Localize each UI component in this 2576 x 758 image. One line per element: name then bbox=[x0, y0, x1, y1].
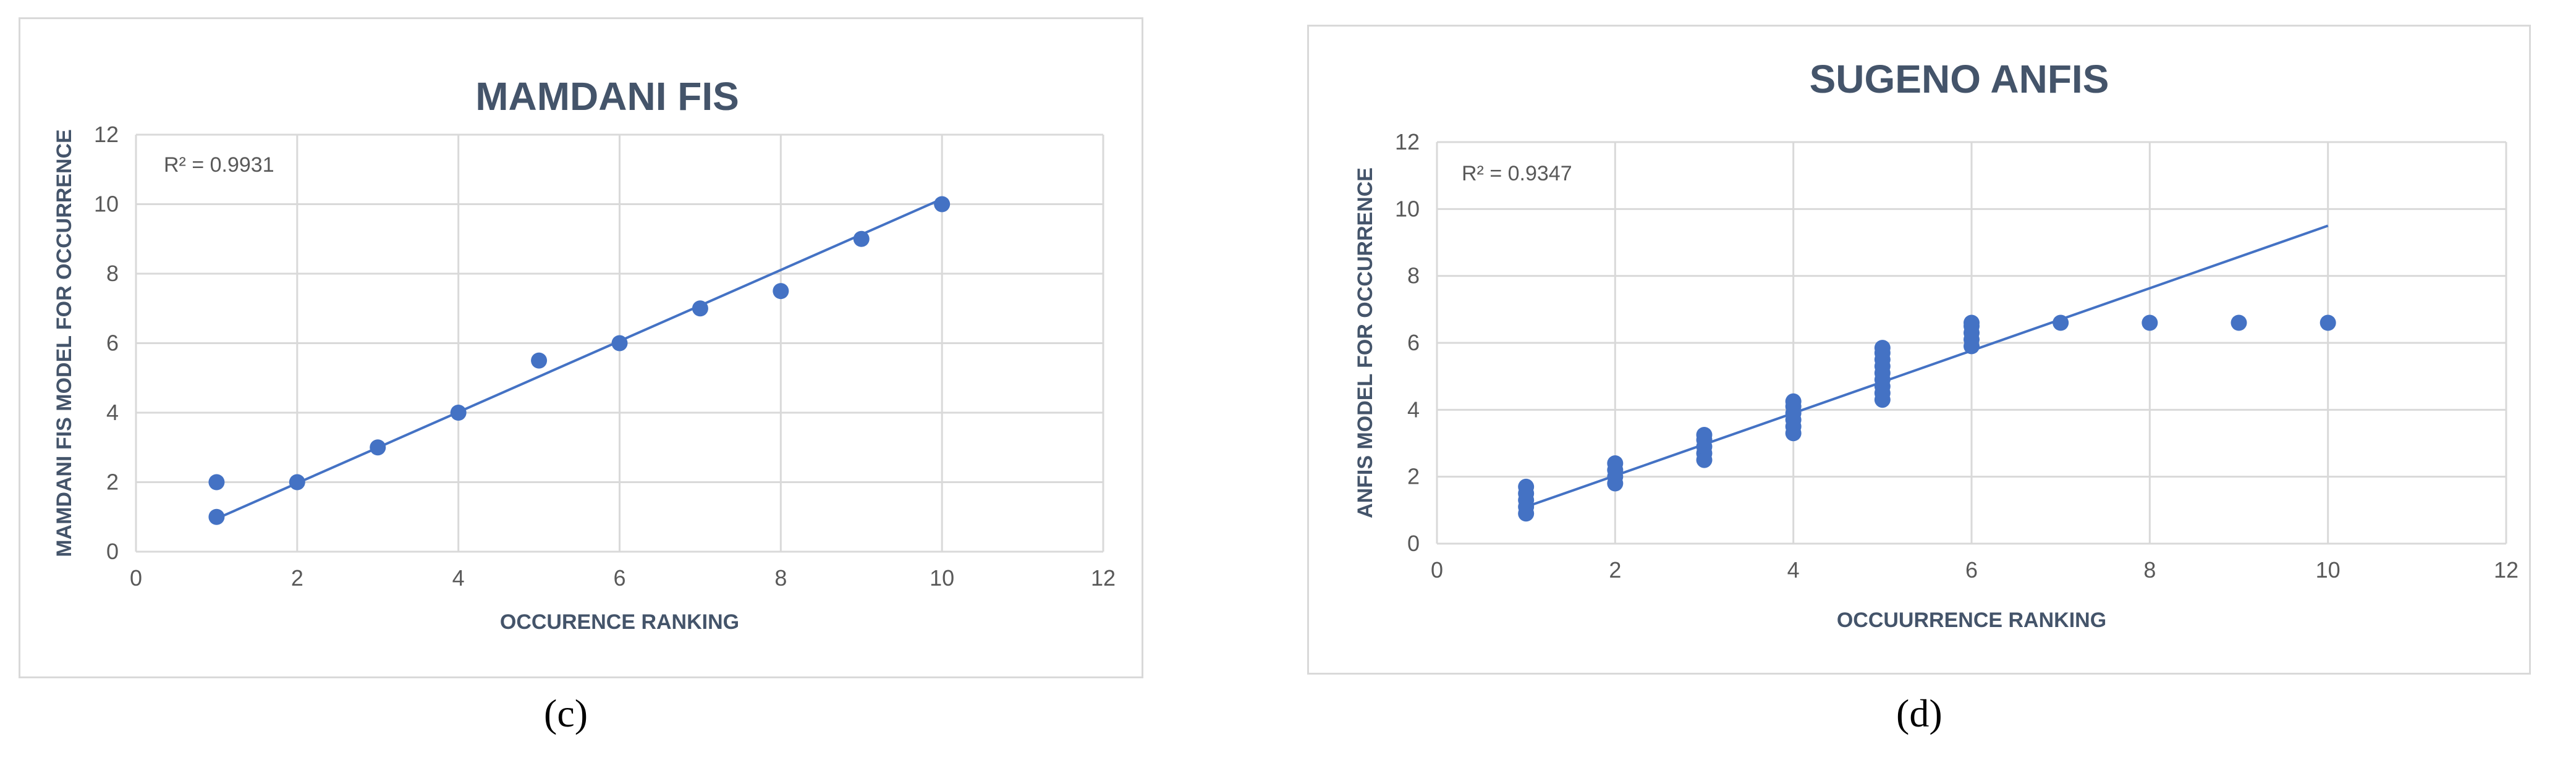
data-point bbox=[934, 196, 951, 213]
x-axis-label: OCCUURRENCE RANKING bbox=[1837, 609, 2106, 632]
data-point bbox=[208, 474, 225, 491]
data-point bbox=[2320, 314, 2336, 331]
mamdani-chart: 0 2 4 6 8 10 12 0 2 4 6 8 10 12 MAMDANI FIS OCCURENCE R… bbox=[19, 17, 1143, 678]
chart-title: SUGENO ANFIS bbox=[1810, 57, 2109, 101]
y-tick-label: 10 bbox=[1395, 196, 1420, 221]
caption-c: (c) bbox=[544, 691, 588, 735]
x-tick-label: 10 bbox=[930, 565, 954, 591]
y-tick-label: 0 bbox=[1407, 531, 1420, 556]
y-tick-label: 8 bbox=[106, 261, 119, 286]
caption-d: (d) bbox=[1896, 691, 1943, 735]
x-tick-label: 8 bbox=[774, 565, 787, 591]
x-tick-label: 6 bbox=[613, 565, 625, 591]
data-point bbox=[611, 335, 628, 352]
data-point bbox=[370, 439, 386, 456]
data-point bbox=[450, 405, 467, 421]
x-tick-label: 6 bbox=[1965, 557, 1978, 583]
r-squared-label: R² = 0.9347 bbox=[1462, 162, 1572, 185]
y-tick-label: 2 bbox=[1407, 464, 1420, 489]
x-tick-label: 4 bbox=[452, 565, 465, 591]
sugeno-chart: 0 2 4 6 8 10 12 0 2 4 6 8 10 12 SUGENO ANFIS OCCUURRENC… bbox=[1307, 25, 2531, 675]
x-tick-label: 8 bbox=[2143, 557, 2156, 583]
x-tick-label: 2 bbox=[1609, 557, 1621, 583]
data-point bbox=[289, 474, 305, 491]
x-tick-label: 4 bbox=[1787, 557, 1800, 583]
data-point bbox=[853, 230, 870, 247]
chart-panel-c: 0 2 4 6 8 10 12 0 2 4 6 8 10 12 MAMDANI FIS OCCURENCE R… bbox=[19, 17, 1143, 678]
x-axis-label: OCCURENCE RANKING bbox=[500, 610, 739, 634]
chart-title: MAMDANI FIS bbox=[475, 74, 739, 119]
r-squared-label: R² = 0.9931 bbox=[164, 153, 274, 177]
data-point bbox=[1607, 455, 1624, 471]
data-point bbox=[692, 300, 708, 317]
y-tick-label: 12 bbox=[1395, 129, 1420, 154]
y-tick-label: 6 bbox=[1407, 330, 1420, 355]
data-point bbox=[1874, 340, 1891, 356]
y-tick-label: 4 bbox=[106, 400, 119, 425]
data-point bbox=[2053, 314, 2069, 331]
data-point bbox=[773, 283, 789, 300]
x-tick-label: 10 bbox=[2316, 557, 2341, 583]
y-axis-label: ANFIS MODEL FOR OCCURRENCE bbox=[1354, 167, 1377, 518]
y-tick-label: 4 bbox=[1407, 397, 1420, 422]
x-tick-label: 0 bbox=[130, 565, 142, 591]
y-tick-label: 6 bbox=[106, 331, 119, 356]
data-point bbox=[1964, 314, 1980, 331]
x-tick-label: 12 bbox=[1091, 565, 1116, 591]
trendline bbox=[1525, 224, 2329, 508]
data-point bbox=[1696, 426, 1713, 443]
data-point bbox=[208, 508, 225, 525]
y-axis-label: MAMDANI FIS MODEL FOR OCCURRENCE bbox=[53, 129, 76, 557]
x-tick-label: 0 bbox=[1431, 557, 1443, 583]
chart-panel-d: 0 2 4 6 8 10 12 0 2 4 6 8 10 12 SUGENO ANFIS OCCUURRENC… bbox=[1307, 25, 2531, 675]
y-tick-label: 10 bbox=[94, 192, 119, 217]
data-point bbox=[1785, 393, 1802, 410]
y-tick-label: 0 bbox=[106, 539, 119, 564]
data-point bbox=[1518, 478, 1535, 495]
y-tick-label: 12 bbox=[94, 122, 119, 147]
x-tick-label: 12 bbox=[2494, 557, 2519, 583]
data-point bbox=[531, 352, 548, 369]
trendline bbox=[216, 198, 943, 520]
data-point bbox=[2231, 314, 2247, 331]
chart-frame bbox=[1307, 25, 2531, 675]
chart-frame bbox=[19, 17, 1143, 678]
y-tick-label: 8 bbox=[1407, 263, 1420, 288]
y-tick-label: 2 bbox=[106, 470, 119, 495]
data-point bbox=[2142, 314, 2158, 331]
x-tick-label: 2 bbox=[291, 565, 303, 591]
